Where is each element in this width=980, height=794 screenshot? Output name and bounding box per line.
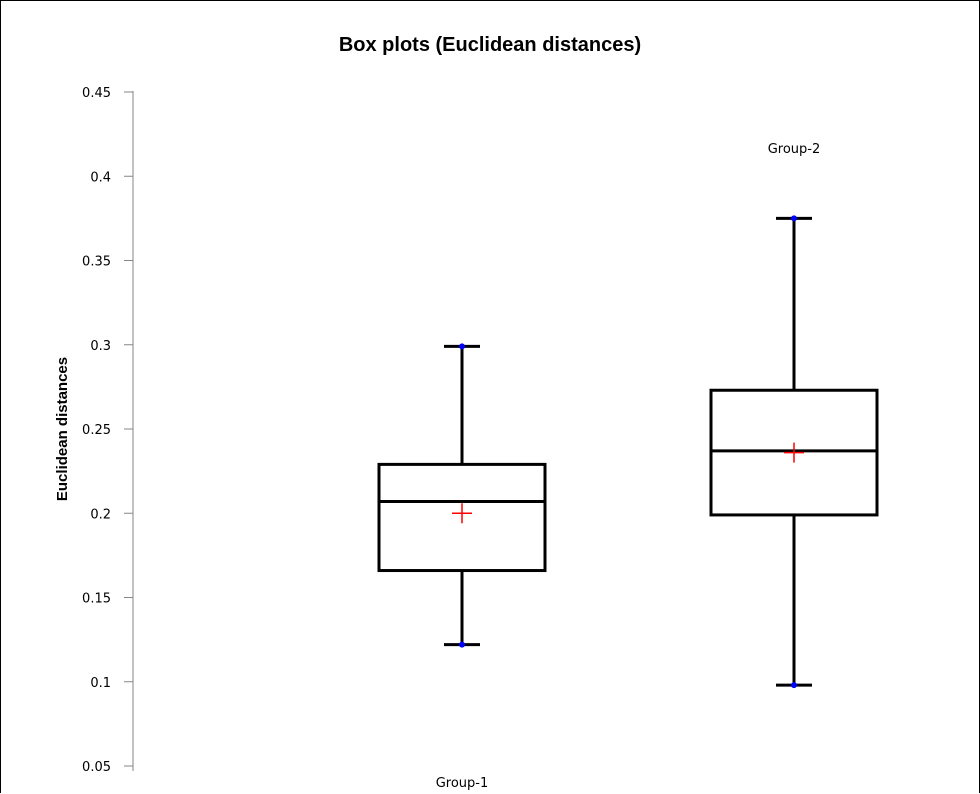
y-tick-label: 0.1	[90, 676, 111, 691]
y-axis-ticks: 0.05 0.1 0.15 0.2 0.25 0.3 0.35 0.4 0.45	[82, 86, 133, 775]
box-plot-2: Group-2	[709, 142, 879, 689]
group-label: Group-1	[436, 776, 489, 791]
y-tick-label: 0.35	[82, 255, 111, 270]
y-tick-label: 0.45	[82, 86, 111, 101]
box-plots: Group-1 Group-2	[377, 142, 879, 791]
min-point	[791, 682, 797, 689]
min-point	[459, 641, 465, 648]
max-point	[459, 343, 465, 350]
y-tick-label: 0.2	[90, 507, 111, 522]
group-label: Group-2	[768, 142, 821, 157]
box-plot-1: Group-1	[377, 343, 547, 791]
y-tick-label: 0.3	[90, 339, 111, 354]
y-tick-label: 0.15	[82, 592, 111, 607]
y-tick-label: 0.05	[82, 760, 111, 775]
max-point	[791, 215, 797, 222]
y-tick-label: 0.25	[82, 423, 111, 438]
y-axis-label: Euclidean distances	[54, 357, 71, 501]
chart-title: Box plots (Euclidean distances)	[339, 34, 641, 56]
y-tick-label: 0.4	[90, 170, 111, 185]
